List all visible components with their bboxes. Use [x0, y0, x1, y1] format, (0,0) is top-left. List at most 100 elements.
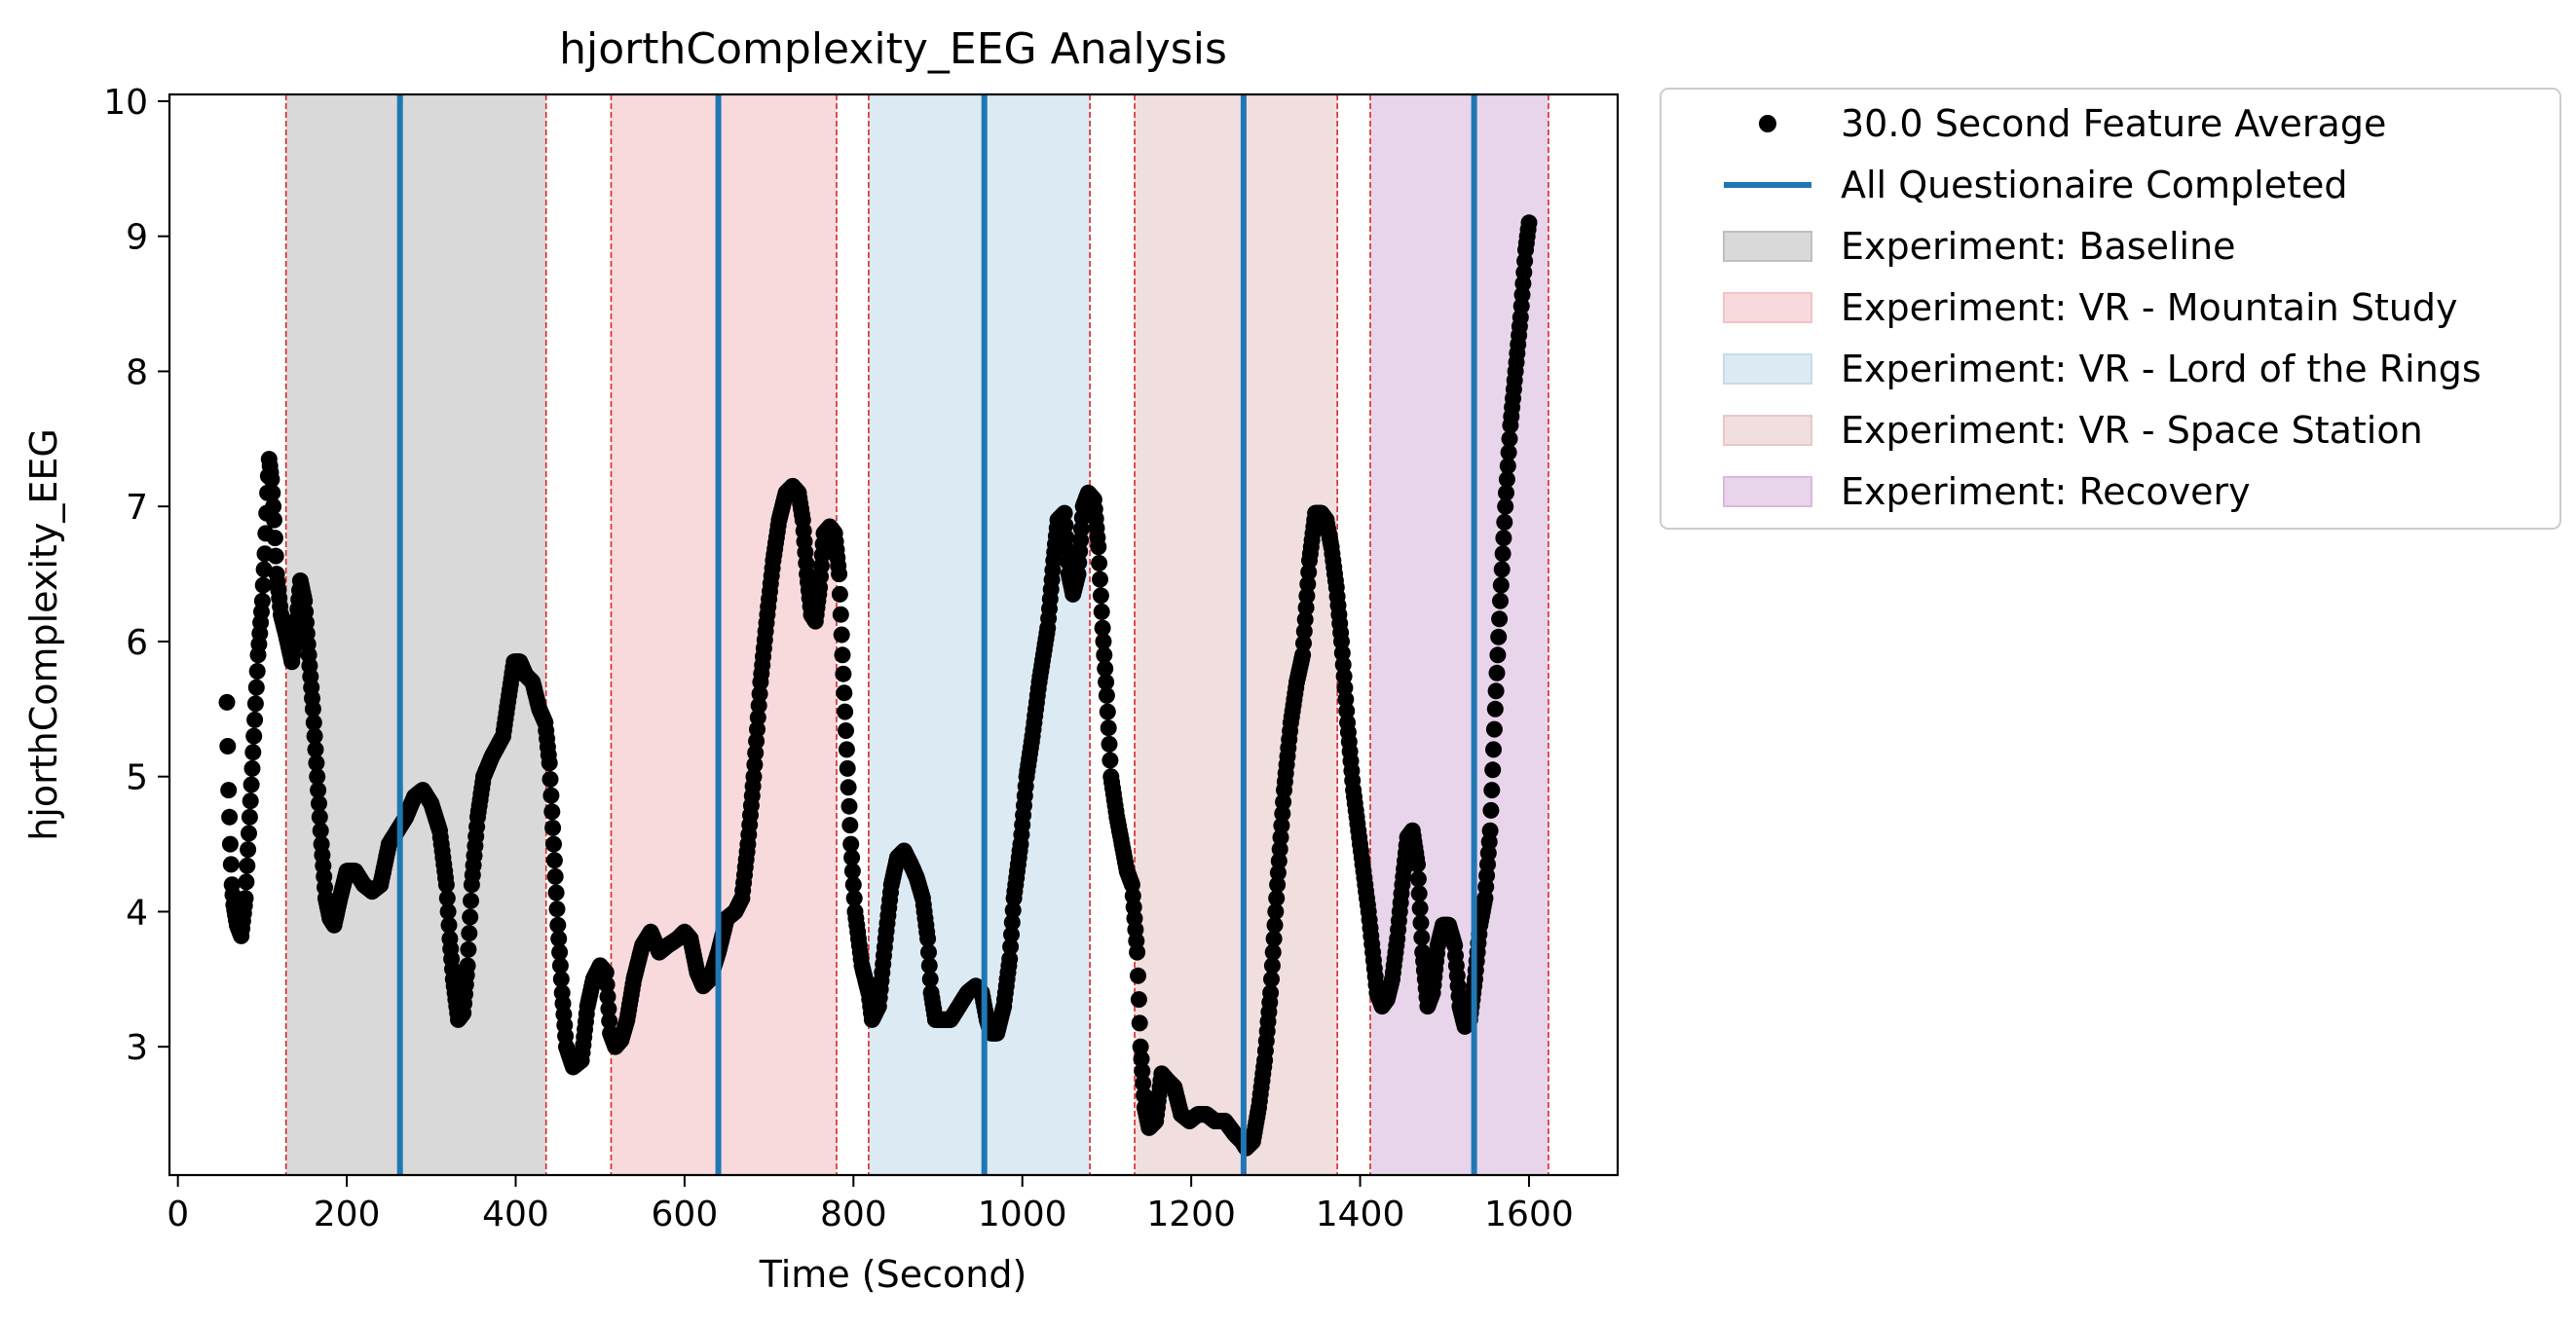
data-point-1504	[1488, 664, 1506, 681]
data-point-53	[263, 470, 280, 488]
data-point-1078	[1129, 943, 1146, 961]
data-point-1046	[1101, 752, 1119, 769]
data-point-449	[597, 964, 615, 981]
y-tick-label-3: 6	[126, 623, 148, 663]
x-tick-label-4: 800	[820, 1195, 887, 1234]
data-point-733	[838, 722, 854, 739]
data-point-1250	[1274, 805, 1291, 823]
y-axis-label: hjorthComplexity_EEG	[22, 428, 65, 841]
legend-label-span-1: Experiment: VR - Mountain Study	[1841, 286, 2458, 329]
data-point-36	[248, 663, 266, 680]
legend-marker-points	[1759, 115, 1776, 132]
data-point-1275	[1295, 635, 1312, 652]
data-point-1412	[1410, 885, 1428, 902]
data-point-735	[839, 759, 856, 777]
data-point-111	[312, 822, 329, 839]
data-point-1044	[1100, 719, 1117, 737]
data-point-1516	[1498, 470, 1515, 488]
data-point-1039	[1096, 646, 1113, 664]
data-point-394	[551, 943, 569, 961]
data-point-1501	[1485, 720, 1503, 738]
y-tick-label-7: 10	[103, 83, 148, 123]
data-point-1080	[1130, 991, 1147, 1009]
data-point-31	[244, 744, 262, 761]
data-point-102	[304, 700, 321, 718]
data-point-260	[437, 876, 455, 894]
feature-average-points	[218, 214, 1538, 1157]
data-point-628	[749, 720, 765, 738]
data-point-627	[748, 732, 765, 750]
data-point-831	[920, 943, 937, 961]
data-point-450	[598, 975, 616, 993]
data-point-3	[221, 808, 239, 826]
data-point-729	[834, 646, 851, 664]
legend-swatch-2	[1723, 353, 1812, 385]
data-point-832	[920, 957, 938, 975]
data-point-29	[243, 776, 260, 793]
data-point-732	[837, 703, 854, 720]
data-point-740	[843, 849, 861, 866]
data-point-1519	[1501, 430, 1518, 448]
x-tick-label-1: 200	[314, 1195, 381, 1234]
data-point-25	[240, 841, 257, 859]
data-point-728	[833, 626, 850, 644]
data-point-929	[1003, 926, 1020, 943]
data-point-1498	[1483, 782, 1501, 799]
data-point-287	[461, 925, 478, 942]
data-point-2	[220, 782, 238, 799]
legend-swatch-0	[1723, 231, 1812, 262]
data-point-624	[745, 768, 763, 786]
data-point-1239	[1264, 943, 1282, 961]
data-point-631	[751, 685, 768, 703]
data-point-384	[542, 787, 560, 804]
y-tick-label-1: 4	[126, 893, 148, 933]
data-point-1505	[1489, 646, 1507, 664]
legend-label-span-3: Experiment: VR - Space Station	[1841, 409, 2423, 452]
data-point-387	[545, 835, 562, 853]
data-point-734	[838, 741, 855, 758]
data-point-105	[307, 741, 324, 758]
x-tick-label-5: 1000	[978, 1195, 1067, 1234]
legend-label-span-2: Experiment: VR - Lord of the Rings	[1841, 348, 2482, 390]
data-point-5	[222, 856, 240, 873]
data-point-1247	[1271, 840, 1288, 858]
y-tick-label-0: 3	[126, 1028, 148, 1068]
data-point-1413	[1411, 900, 1429, 917]
data-point-1037	[1094, 619, 1111, 637]
data-point-54	[264, 484, 281, 501]
data-point-1503	[1487, 682, 1505, 700]
data-point-392	[549, 916, 567, 934]
data-point-1038	[1095, 633, 1112, 650]
data-point-725	[831, 566, 848, 583]
data-point-1276	[1295, 623, 1313, 640]
data-point-1	[219, 738, 237, 755]
data-point-288	[462, 908, 479, 926]
data-point-43	[254, 576, 272, 594]
data-point-1496	[1481, 822, 1499, 839]
data-point-1542	[1520, 214, 1538, 232]
data-point-927	[1001, 950, 1019, 968]
data-point-1042	[1098, 686, 1115, 704]
legend-swatch-1	[1723, 292, 1812, 323]
data-point-1040	[1097, 660, 1114, 678]
data-point-262	[439, 902, 457, 920]
data-point-24	[239, 857, 256, 874]
data-point-108	[310, 782, 327, 799]
plot-frame	[168, 92, 1620, 1177]
x-tick-label-3: 600	[652, 1195, 719, 1234]
legend-swatch-3	[1723, 415, 1812, 446]
data-point-1238	[1263, 957, 1281, 975]
data-point-995	[1059, 541, 1076, 559]
data-point-1241	[1266, 916, 1284, 934]
data-point-739	[842, 835, 860, 853]
data-point-1043	[1099, 703, 1116, 720]
data-point-1085	[1135, 1075, 1152, 1092]
data-point-630	[750, 697, 767, 715]
data-point-1251	[1275, 793, 1292, 811]
data-point-1248	[1272, 828, 1289, 846]
data-point-452	[600, 1000, 617, 1017]
data-point-994	[1058, 529, 1075, 546]
data-point-1515	[1498, 484, 1514, 501]
experiment-span-1	[611, 94, 837, 1175]
legend-swatch-4	[1723, 476, 1812, 507]
